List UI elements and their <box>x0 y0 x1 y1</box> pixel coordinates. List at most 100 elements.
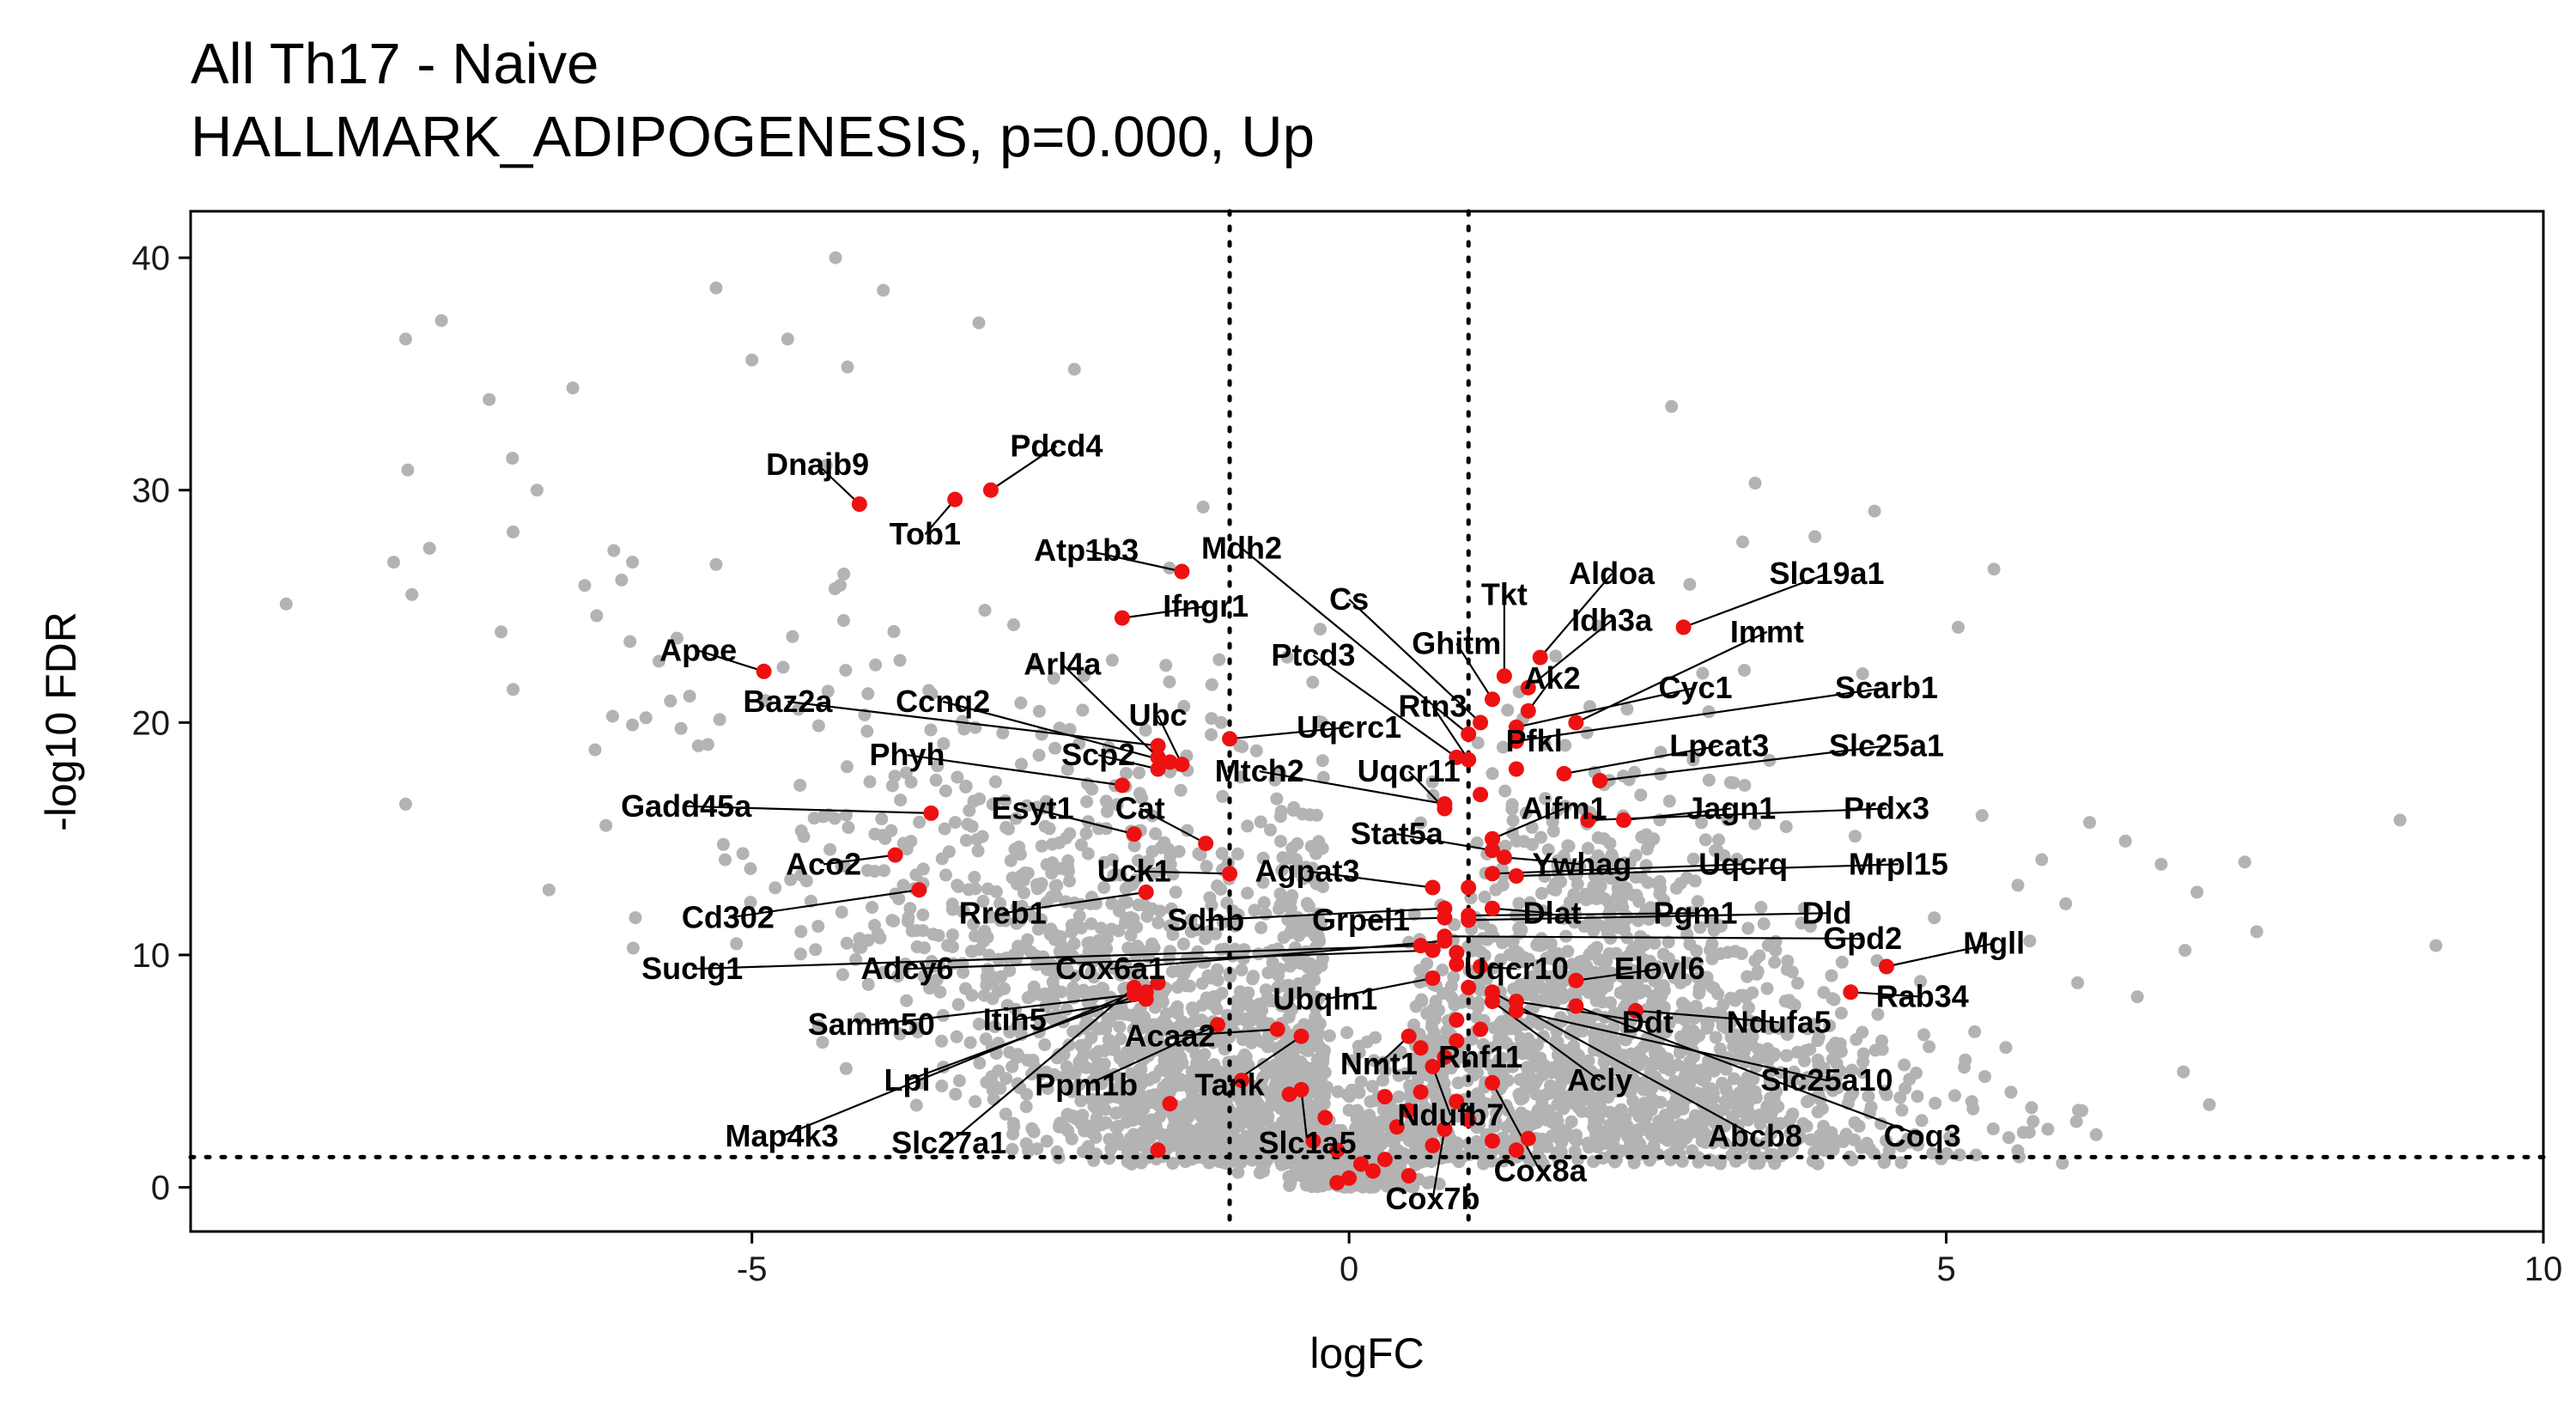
background-point <box>1046 837 1059 851</box>
background-point <box>924 723 938 737</box>
background-point <box>1003 964 1017 977</box>
background-point <box>1159 659 1173 672</box>
background-point <box>1110 963 1124 976</box>
highlight-point <box>1234 1073 1249 1089</box>
gene-label: Ifngr1 <box>1163 588 1249 623</box>
gene-label: Samm50 <box>808 1006 935 1042</box>
background-point <box>1060 763 1074 776</box>
background-point <box>1271 981 1285 994</box>
background-point <box>1583 914 1597 927</box>
background-point <box>1149 827 1163 841</box>
background-point <box>1257 1057 1271 1071</box>
background-point <box>2004 1086 2018 1099</box>
background-point <box>1662 794 1676 808</box>
background-point <box>1823 1019 1837 1032</box>
background-point <box>1066 1025 1080 1038</box>
background-point <box>1345 1083 1358 1097</box>
background-point <box>1519 806 1533 820</box>
background-point <box>719 853 732 867</box>
gene-label: Uqcr10 <box>1464 951 1569 986</box>
background-point <box>1541 843 1555 857</box>
background-point <box>817 810 830 824</box>
highlight-point <box>1843 984 1859 1000</box>
background-point <box>1551 854 1564 867</box>
y-tick-label: 40 <box>132 240 171 277</box>
background-point <box>1952 620 1965 634</box>
background-point <box>1050 1145 1064 1159</box>
highlight-point <box>1425 970 1441 986</box>
highlight-point <box>1520 1130 1536 1146</box>
background-point <box>1312 992 1326 1006</box>
background-point <box>1546 1061 1560 1074</box>
background-point <box>1081 847 1095 861</box>
highlight-point <box>1449 1012 1465 1028</box>
gene-label: Ak2 <box>1524 660 1581 696</box>
background-point <box>1746 986 1759 1000</box>
background-point <box>2002 1131 2015 1145</box>
background-point <box>1999 1041 2013 1055</box>
background-point <box>1691 895 1704 909</box>
background-point <box>1639 965 1652 979</box>
background-point <box>1135 791 1149 805</box>
gene-label: Mtch2 <box>1215 753 1304 788</box>
background-point <box>1754 901 1768 914</box>
background-point <box>1100 1042 1114 1055</box>
highlight-point <box>1425 1137 1441 1153</box>
background-point <box>1490 1039 1504 1052</box>
background-point <box>1211 963 1224 976</box>
background-point <box>1259 983 1273 997</box>
background-point <box>1760 982 1774 995</box>
gene-label: Tob1 <box>890 516 961 551</box>
background-point <box>744 862 757 875</box>
background-point <box>911 1025 925 1039</box>
background-point <box>1090 1147 1103 1161</box>
background-point <box>1280 1037 1294 1049</box>
background-point <box>1747 1144 1761 1157</box>
background-point <box>1591 848 1605 862</box>
y-tick-label: 0 <box>151 1170 170 1207</box>
background-point <box>1917 1028 1930 1042</box>
background-point <box>1005 1142 1019 1156</box>
highlight-point <box>1485 842 1500 859</box>
background-point <box>1189 1014 1203 1027</box>
background-point <box>2190 885 2204 899</box>
background-point <box>828 582 841 596</box>
background-point <box>1642 1144 1656 1158</box>
background-point <box>894 794 908 807</box>
background-point <box>1712 919 1726 933</box>
gene-label: Prdx3 <box>1844 791 1929 826</box>
background-point <box>854 1012 867 1025</box>
gene-label: Tank <box>1194 1067 1265 1103</box>
background-point <box>910 940 924 953</box>
background-point <box>1546 882 1559 896</box>
leader-line <box>1431 1128 1446 1200</box>
highlight-point <box>887 847 903 863</box>
highlight-point <box>756 663 772 679</box>
background-point <box>1520 1061 1534 1074</box>
background-point <box>1109 1083 1122 1097</box>
background-point <box>1440 1024 1454 1037</box>
background-point <box>599 818 613 832</box>
background-point <box>885 779 899 793</box>
gene-labels: Dnajb9 Pdcd4 Tob1 Atp1b3 Mdh2 Ifngr1 Cs Tkt Aldo… <box>621 428 2025 1216</box>
background-point <box>623 635 637 648</box>
background-point <box>1478 891 1492 903</box>
background-point <box>1779 820 1793 834</box>
background-point <box>1161 1019 1175 1033</box>
background-point <box>1184 913 1198 927</box>
background-point <box>1031 922 1045 936</box>
background-point <box>999 794 1012 807</box>
background-point <box>1170 1049 1183 1062</box>
background-point <box>1097 953 1111 967</box>
background-point <box>1065 1085 1078 1098</box>
leader-line <box>1085 550 1182 573</box>
background-point <box>1669 1134 1683 1147</box>
highlight-point <box>1449 945 1465 961</box>
background-point <box>794 824 808 837</box>
gene-label: Arl4a <box>1024 647 1102 682</box>
leader-line <box>942 700 1170 763</box>
background-point <box>1035 956 1048 970</box>
background-point <box>1643 1065 1657 1079</box>
background-point <box>1289 1168 1303 1182</box>
background-point <box>1120 767 1133 780</box>
